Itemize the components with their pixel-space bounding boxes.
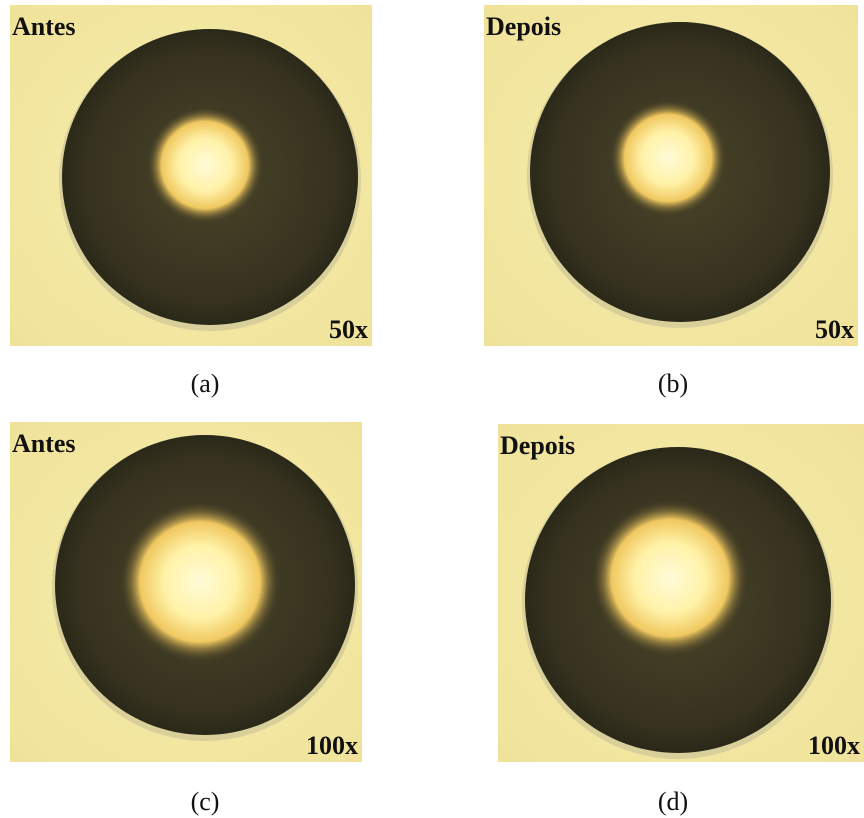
- caption: (d): [658, 787, 688, 816]
- bright-spot: [610, 100, 726, 216]
- micrograph-panel: Depois 50x (b): [484, 5, 858, 398]
- panel-label: Antes: [12, 429, 76, 458]
- bright-spot: [592, 500, 748, 656]
- panel-label: Depois: [500, 431, 575, 460]
- micrograph-image: [10, 5, 372, 346]
- micrograph-panel: Depois 100x (d): [498, 424, 864, 816]
- caption: (b): [658, 369, 688, 398]
- caption: (c): [191, 787, 220, 816]
- magnification-label: 50x: [329, 315, 368, 344]
- micrograph-image: [498, 424, 864, 762]
- micrograph-panel: Antes 50x (a): [10, 5, 372, 398]
- panel-label: Depois: [486, 12, 561, 41]
- magnification-label: 100x: [808, 731, 860, 760]
- caption: (a): [191, 369, 220, 398]
- magnification-label: 100x: [306, 731, 358, 760]
- micrograph-image: [484, 5, 858, 346]
- micrograph-image: [10, 422, 362, 762]
- bright-spot: [120, 502, 280, 662]
- bright-spot: [147, 107, 263, 223]
- micrograph-panel: Antes 100x (c): [10, 422, 362, 816]
- panel-label: Antes: [12, 12, 76, 41]
- figure: Antes 50x (a) Depois 50x (b) Antes 100x (c) Depoi…: [0, 0, 864, 818]
- magnification-label: 50x: [815, 315, 854, 344]
